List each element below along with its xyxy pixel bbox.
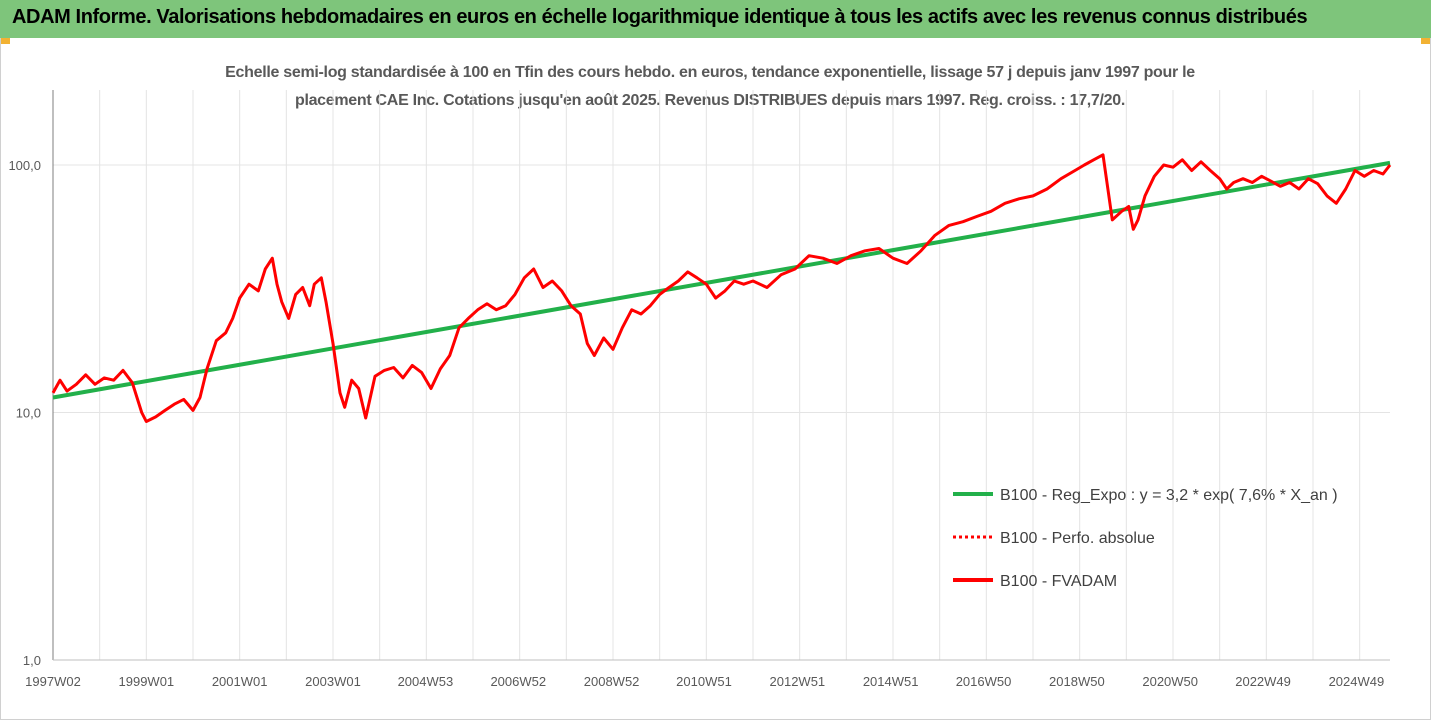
y-tick-label: 1,0 bbox=[23, 653, 41, 668]
x-tick-label: 2012W51 bbox=[770, 674, 826, 689]
series-fvadam-line bbox=[51, 153, 1392, 423]
x-tick-label: 2008W52 bbox=[584, 674, 640, 689]
x-tick-label: 2001W01 bbox=[212, 674, 268, 689]
x-tick-label: 2004W53 bbox=[398, 674, 454, 689]
x-tick-label: 2006W52 bbox=[490, 674, 546, 689]
chart-title-line2: placement CAE Inc. Cotations jusqu'en ao… bbox=[294, 92, 1126, 109]
x-tick-label: 1997W02 bbox=[25, 674, 81, 689]
legend-perfo-label: B100 - Perfo. absolue bbox=[1000, 530, 1155, 547]
chart-title-line1: Echelle semi-log standardisée à 100 en T… bbox=[225, 64, 1195, 81]
x-tick-label: 1999W01 bbox=[119, 674, 175, 689]
corner-marker-right bbox=[1421, 38, 1431, 44]
x-tick-label: 2020W50 bbox=[1142, 674, 1198, 689]
x-tick-label: 2016W50 bbox=[956, 674, 1012, 689]
x-tick-label: 2003W01 bbox=[305, 674, 361, 689]
series-trend-line bbox=[52, 160, 1391, 400]
corner-marker-left bbox=[0, 38, 10, 44]
x-tick-label: 2010W51 bbox=[676, 674, 732, 689]
x-tick-label: 2014W51 bbox=[863, 674, 919, 689]
x-tick-label: 2022W49 bbox=[1235, 674, 1291, 689]
y-tick-label: 10,0 bbox=[16, 406, 41, 421]
legend-fvadam-label: B100 - FVADAM bbox=[1000, 573, 1117, 590]
x-tick-label: 2018W50 bbox=[1049, 674, 1105, 689]
y-tick-label: 100,0 bbox=[8, 158, 41, 173]
x-tick-label: 2024W49 bbox=[1329, 674, 1385, 689]
header-banner: ADAM Informe. Valorisations hebdomadaire… bbox=[0, 0, 1431, 38]
legend-trend-label: B100 - Reg_Expo : y = 3,2 * exp( 7,6% * … bbox=[1000, 487, 1338, 504]
header-title: ADAM Informe. Valorisations hebdomadaire… bbox=[12, 6, 1308, 28]
